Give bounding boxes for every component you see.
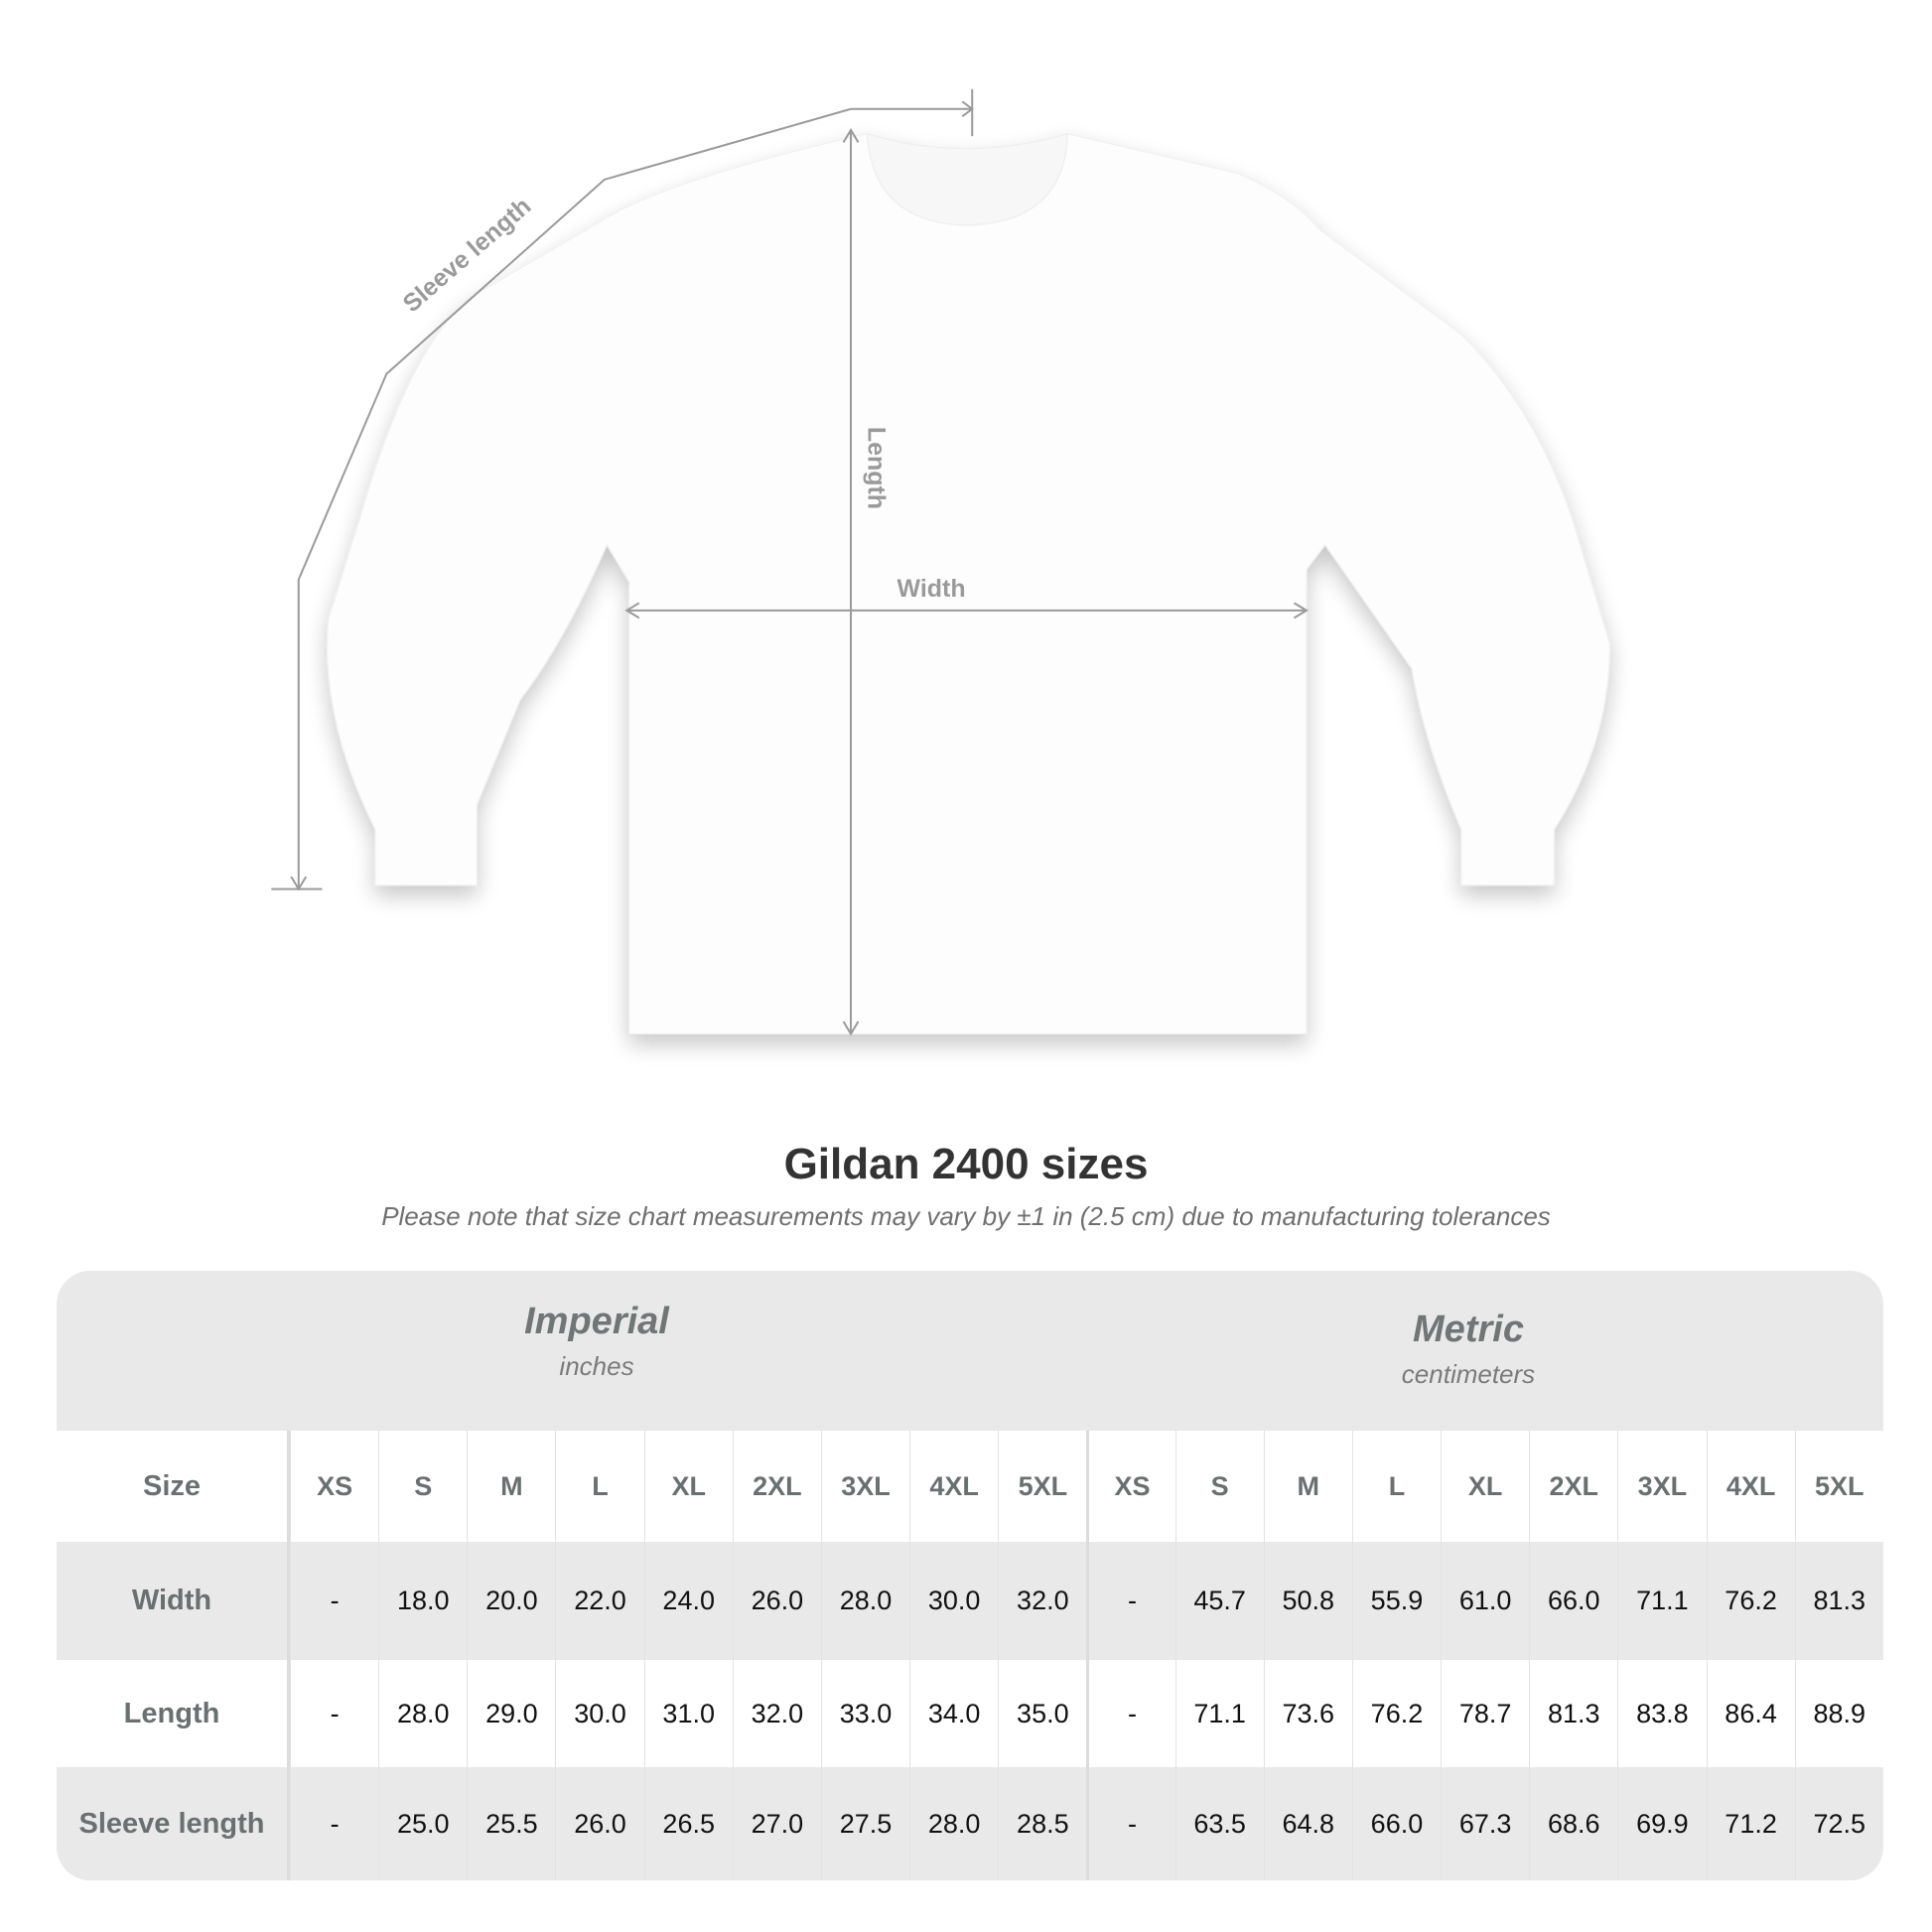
imperial-value-cell: 31.0	[643, 1660, 733, 1767]
metric-header: Metric centimeters	[1171, 1309, 1766, 1390]
metric-value-cell: 81.3	[1529, 1660, 1617, 1767]
metric-value-cell: 68.6	[1529, 1767, 1617, 1880]
shirt-illustration: Sleeve length Length Width	[271, 88, 1611, 1036]
metric-value-cell: -	[1086, 1660, 1174, 1767]
imperial-value-cell: 27.5	[820, 1767, 909, 1880]
metric-value-cell: 73.6	[1263, 1660, 1352, 1767]
imperial-size-4xl: 4XL	[909, 1431, 998, 1542]
metric-title: Metric	[1413, 1309, 1524, 1350]
imperial-value-cell: 28.0	[909, 1767, 998, 1880]
metric-value-cell: 55.9	[1351, 1542, 1441, 1660]
page-title: Gildan 2400 sizes	[783, 1140, 1149, 1188]
metric-value-cell: 61.0	[1441, 1542, 1529, 1660]
long-sleeve-shirt	[326, 133, 1611, 1035]
metric-value-cell: 67.3	[1441, 1767, 1529, 1880]
metric-value-cell: 83.8	[1617, 1660, 1706, 1767]
imperial-value-cell: 27.0	[732, 1767, 821, 1880]
metric-size-2xl: 2XL	[1529, 1431, 1617, 1542]
imperial-value-cell: 30.0	[909, 1542, 998, 1660]
metric-value-cell: -	[1086, 1542, 1174, 1660]
imperial-size-xl: XL	[643, 1431, 733, 1542]
imperial-size-s: S	[378, 1431, 467, 1542]
metric-value-cell: 50.8	[1263, 1542, 1352, 1660]
imperial-unit: inches	[559, 1351, 634, 1381]
metric-value-cell: 88.9	[1794, 1660, 1883, 1767]
imperial-size-5xl: 5XL	[998, 1431, 1086, 1542]
collar	[866, 132, 1068, 226]
imperial-value-cell: 26.0	[555, 1767, 643, 1880]
imperial-value-cell: -	[290, 1660, 378, 1767]
imperial-value-cell: 26.5	[643, 1767, 733, 1880]
imperial-value-cell: 29.0	[467, 1660, 555, 1767]
table-row: Length -28.0 29.0 30.0 31.0 32.0 33.0 34.0 35.0-…	[57, 1660, 1883, 1767]
metric-size-m: M	[1263, 1431, 1352, 1542]
metric-value-cell: -	[1086, 1767, 1174, 1880]
imperial-value-cell: 32.0	[998, 1542, 1086, 1660]
imperial-value-cell: 28.5	[998, 1767, 1086, 1880]
metric-value-cell: 71.1	[1174, 1660, 1264, 1767]
metric-value-cell: 71.2	[1706, 1767, 1795, 1880]
metric-value-cell: 72.5	[1794, 1767, 1883, 1880]
metric-size-4xl: 4XL	[1706, 1431, 1795, 1542]
imperial-value-cell: 22.0	[555, 1542, 643, 1660]
imperial-value-cell: -	[290, 1542, 378, 1660]
metric-value-cell: 69.9	[1617, 1767, 1706, 1880]
metric-value-cell: 45.7	[1174, 1542, 1264, 1660]
table-row: Sleeve length -25.0 25.5 26.0 26.5 27.0 27.5 28…	[57, 1767, 1883, 1880]
table-header-row: Size XS S M L XL 2XL 3XL 4XL 5XL XS S M L XL 2XL 3XL 4XL 5…	[57, 1431, 1883, 1542]
metric-value-cell: 63.5	[1174, 1767, 1264, 1880]
size-table: Imperial inches Metric centimeters Size X…	[57, 1271, 1883, 1880]
imperial-value-cell: 28.0	[820, 1542, 909, 1660]
width-label: Width	[897, 575, 966, 603]
size-label: Size	[57, 1431, 290, 1542]
measurement-lines	[271, 88, 1309, 1036]
metric-size-xs: XS	[1086, 1431, 1174, 1542]
metric-value-cell: 76.2	[1351, 1660, 1441, 1767]
row-label: Length	[57, 1660, 290, 1767]
imperial-size-l: L	[555, 1431, 643, 1542]
metric-size-3xl: 3XL	[1617, 1431, 1706, 1542]
row-label: Width	[57, 1542, 290, 1660]
length-label: Length	[862, 427, 890, 509]
metric-value-cell: 66.0	[1351, 1767, 1441, 1880]
imperial-size-m: M	[467, 1431, 555, 1542]
imperial-size-2xl: 2XL	[732, 1431, 821, 1542]
imperial-value-cell: 25.5	[467, 1767, 555, 1880]
metric-value-cell: 71.1	[1617, 1542, 1706, 1660]
row-label: Sleeve length	[57, 1767, 290, 1880]
metric-value-cell: 76.2	[1706, 1542, 1795, 1660]
metric-value-cell: 66.0	[1529, 1542, 1617, 1660]
imperial-value-cell: 20.0	[467, 1542, 555, 1660]
tolerance-note: Please note that size chart measurements…	[381, 1201, 1551, 1231]
imperial-value-cell: 25.0	[378, 1767, 467, 1880]
metric-size-l: L	[1351, 1431, 1441, 1542]
imperial-value-cell: 28.0	[378, 1660, 467, 1767]
metric-value-cell: 81.3	[1794, 1542, 1883, 1660]
imperial-size-3xl: 3XL	[820, 1431, 909, 1542]
imperial-value-cell: -	[290, 1767, 378, 1880]
metric-value-cell: 78.7	[1441, 1660, 1529, 1767]
imperial-size-xs: XS	[290, 1431, 378, 1542]
imperial-value-cell: 26.0	[732, 1542, 821, 1660]
metric-unit: centimeters	[1401, 1359, 1536, 1389]
imperial-value-cell: 30.0	[555, 1660, 643, 1767]
imperial-title: Imperial	[524, 1301, 669, 1342]
imperial-value-cell: 34.0	[909, 1660, 998, 1767]
metric-value-cell: 86.4	[1706, 1660, 1795, 1767]
metric-size-5xl: 5XL	[1794, 1431, 1883, 1542]
imperial-value-cell: 18.0	[378, 1542, 467, 1660]
imperial-value-cell: 33.0	[820, 1660, 909, 1767]
imperial-value-cell: 32.0	[732, 1660, 821, 1767]
metric-size-s: S	[1174, 1431, 1264, 1542]
imperial-value-cell: 24.0	[643, 1542, 733, 1660]
imperial-header: Imperial inches	[299, 1301, 895, 1382]
metric-value-cell: 64.8	[1263, 1767, 1352, 1880]
table-row: Width -18.0 20.0 22.0 24.0 26.0 28.0 30.0 32.0-4…	[57, 1542, 1883, 1660]
metric-size-xl: XL	[1441, 1431, 1529, 1542]
imperial-value-cell: 35.0	[998, 1660, 1086, 1767]
